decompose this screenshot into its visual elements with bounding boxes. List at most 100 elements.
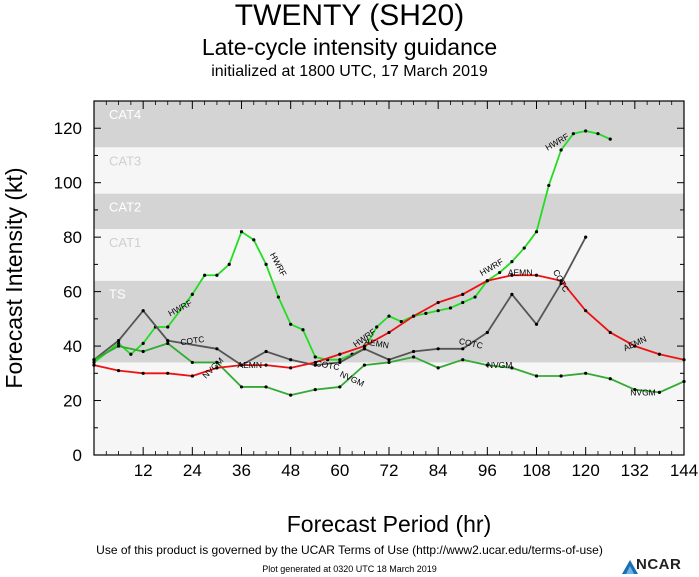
- data-point-cotc: [166, 339, 170, 343]
- data-point-hwrf: [534, 230, 539, 234]
- y-tick-label: 100: [54, 174, 82, 193]
- data-point-nvgm: [633, 388, 637, 392]
- data-point-hwrf: [436, 309, 440, 313]
- data-point-nvgm: [190, 360, 194, 365]
- data-point-aemn: [387, 330, 391, 335]
- intensity-band-cat2: [94, 193, 684, 229]
- data-point-aemn: [313, 360, 317, 365]
- data-point-hwrf: [264, 262, 268, 266]
- data-point-cotc: [264, 349, 268, 354]
- data-point-hwrf: [461, 300, 465, 305]
- data-point-hwrf: [227, 262, 231, 266]
- data-point-nvgm: [313, 388, 317, 392]
- data-point-hwrf: [473, 295, 477, 299]
- data-point-aemn: [559, 279, 563, 283]
- data-point-aemn: [190, 374, 194, 378]
- data-point-aemn: [362, 344, 367, 348]
- data-point-cotc: [510, 292, 514, 296]
- series-label-nvgm: NVGM: [487, 360, 513, 370]
- data-point-cotc: [534, 322, 539, 326]
- ncar-logo-icon: [622, 560, 638, 574]
- y-tick-label: 120: [54, 119, 82, 138]
- x-tick-label: 96: [478, 461, 497, 480]
- data-point-hwrf: [510, 260, 514, 264]
- y-tick-label: 80: [63, 228, 82, 247]
- series-label-nvgm: NVGM: [630, 387, 656, 397]
- data-point-cotc: [313, 363, 317, 367]
- data-point-hwrf: [116, 341, 121, 345]
- series-line-cotc: [93, 236, 587, 367]
- data-point-cotc: [289, 358, 293, 362]
- x-tick-label: 120: [571, 461, 599, 480]
- y-tick-label: 40: [63, 337, 82, 356]
- data-point-hwrf: [375, 325, 379, 329]
- data-point-hwrf: [498, 270, 502, 275]
- data-point-nvgm: [239, 385, 244, 389]
- data-point-hwrf: [190, 292, 194, 296]
- init-time-line: initialized at 1800 UTC, 17 March 2019: [211, 63, 488, 80]
- x-tick-label: 48: [281, 461, 300, 480]
- x-tick-label: 108: [522, 461, 550, 480]
- data-point-hwrf: [448, 306, 453, 310]
- data-point-aemn: [141, 371, 145, 375]
- data-point-hwrf: [596, 132, 600, 136]
- data-point-hwrf: [141, 341, 145, 345]
- data-point-nvgm: [510, 366, 514, 370]
- data-point-aemn: [166, 371, 170, 375]
- series-label-aemn: AEMN: [364, 336, 390, 350]
- intensity-band-cat3: [94, 147, 684, 194]
- data-point-hwrf: [276, 295, 280, 299]
- data-point-hwrf: [571, 132, 575, 136]
- data-point-aemn: [338, 352, 342, 356]
- y-tick-label: 60: [63, 283, 82, 302]
- data-point-nvgm: [485, 363, 489, 367]
- data-point-cotc: [141, 309, 145, 313]
- band-label-ts: TS: [109, 287, 126, 302]
- data-point-nvgm: [215, 360, 219, 365]
- data-point-nvgm: [657, 390, 662, 394]
- intensity-band-ts: [94, 280, 684, 363]
- x-axis-label: Forecast Period (hr): [287, 511, 492, 537]
- series-label-cotc: COTC: [458, 336, 484, 351]
- series-label-aemn: AEMN: [508, 268, 533, 278]
- intensity-band-cat1: [94, 228, 684, 281]
- data-point-hwrf: [559, 148, 563, 152]
- data-point-aemn: [436, 300, 440, 305]
- x-tick-label: 24: [183, 461, 202, 480]
- data-point-nvgm: [166, 341, 170, 345]
- data-point-hwrf: [338, 358, 342, 362]
- terms-of-use-note: Use of this product is governed by the U…: [96, 543, 603, 557]
- x-tick-label: 60: [330, 461, 349, 480]
- ncar-logo-text: NCAR: [636, 556, 682, 573]
- data-point-hwrf: [129, 352, 133, 356]
- data-point-cotc: [387, 358, 391, 362]
- plot-generated-note: Plot generated at 0320 UTC 18 March 2019: [262, 564, 437, 574]
- data-point-cotc: [411, 349, 416, 354]
- data-point-aemn: [461, 292, 465, 296]
- data-point-aemn: [657, 352, 662, 356]
- data-point-aemn: [411, 314, 416, 318]
- y-tick-label: 0: [73, 446, 82, 465]
- data-point-hwrf: [166, 325, 170, 329]
- data-point-aemn: [534, 273, 539, 277]
- data-point-hwrf: [608, 137, 612, 141]
- data-point-cotc: [215, 347, 219, 351]
- data-point-aemn: [239, 363, 244, 367]
- data-point-cotc: [436, 347, 440, 351]
- x-tick-label: 132: [621, 461, 649, 480]
- data-point-hwrf: [252, 238, 256, 242]
- data-point-aemn: [116, 368, 121, 373]
- data-point-nvgm: [559, 374, 563, 378]
- data-point-nvgm: [362, 363, 367, 367]
- data-point-hwrf: [301, 328, 305, 332]
- band-label-cat1: CAT1: [109, 235, 141, 250]
- data-point-nvgm: [461, 358, 465, 362]
- y-axis-label: Forecast Intensity (kt): [1, 167, 27, 388]
- band-label-cat4: CAT4: [109, 107, 141, 122]
- data-point-hwrf: [313, 355, 317, 359]
- data-point-aemn: [510, 273, 514, 277]
- data-point-nvgm: [141, 349, 145, 354]
- data-point-aemn: [485, 279, 489, 283]
- series-label-aemn: AEMN: [237, 360, 262, 370]
